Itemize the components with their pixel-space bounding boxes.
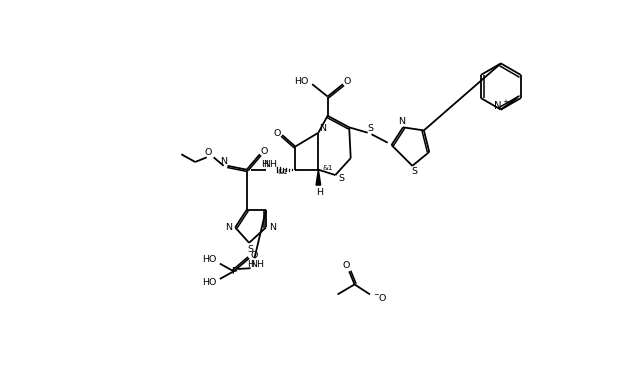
Text: N: N [398,117,405,125]
Text: N$^+$: N$^+$ [492,99,509,112]
Text: S: S [248,245,254,254]
Text: H: H [317,188,324,197]
Text: O: O [343,261,350,270]
Text: $^{-}$O: $^{-}$O [373,292,388,303]
Text: HO: HO [203,255,217,264]
Text: NH: NH [250,260,264,269]
Text: N: N [220,157,227,166]
Text: O: O [251,251,258,260]
Text: HO: HO [294,77,308,86]
Text: O: O [274,129,282,138]
Text: H: H [247,260,254,269]
Text: S: S [367,124,373,132]
Text: O: O [204,148,212,157]
Text: S: S [338,174,345,183]
Text: &1: &1 [322,165,333,171]
Text: &1: &1 [278,169,288,175]
Text: S: S [412,167,418,177]
Text: O: O [343,77,350,86]
Text: N: N [225,223,233,232]
Text: N: N [269,223,276,232]
Text: O: O [261,147,268,156]
Text: N: N [320,124,327,133]
Text: P: P [231,267,236,276]
Text: HO: HO [203,278,217,287]
Polygon shape [316,170,320,185]
Text: H: H [261,160,268,169]
Text: NH: NH [263,160,277,169]
